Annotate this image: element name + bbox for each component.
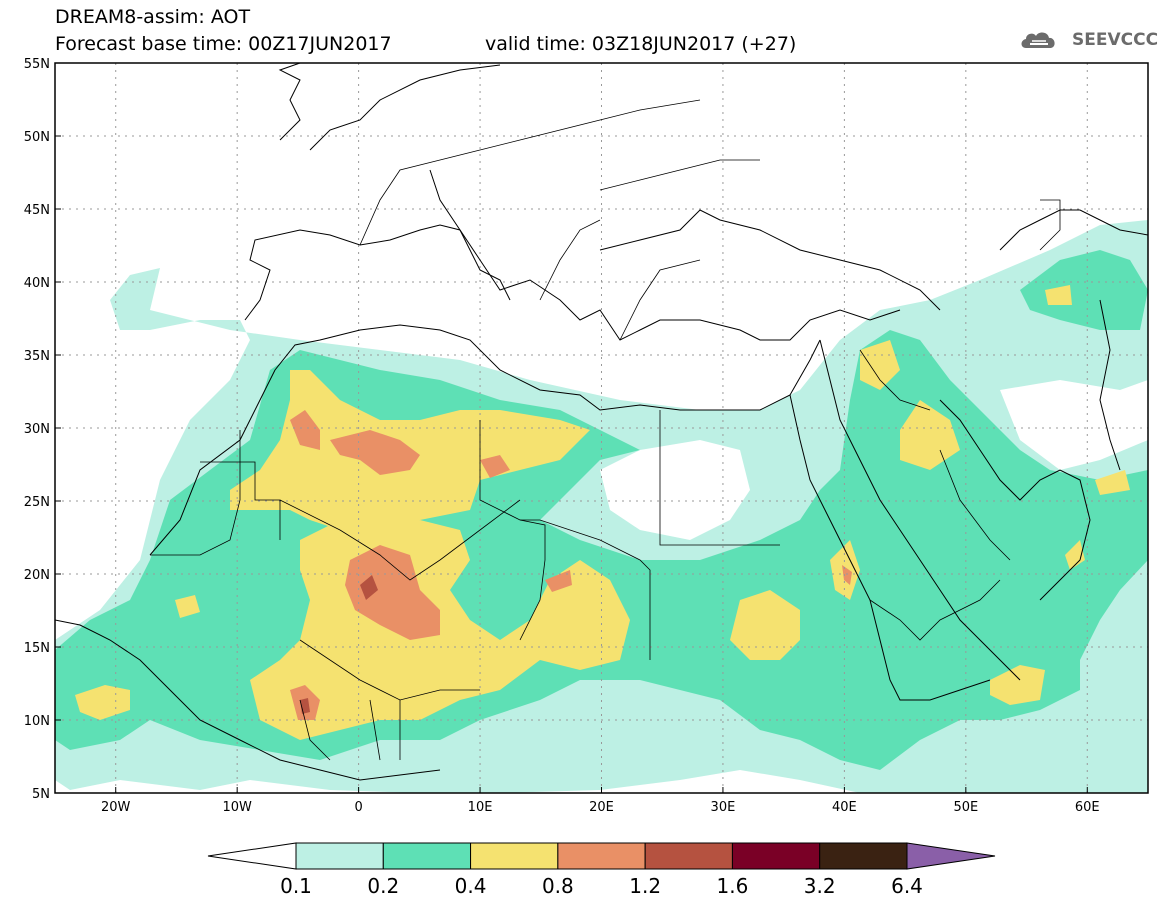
map-title: DREAM8-assim: AOT <box>55 6 251 28</box>
colorbar-high-triangle <box>906 842 996 870</box>
lon-tick-label: 20E <box>589 800 614 815</box>
lon-tick-label: 10E <box>468 800 493 815</box>
lon-tick-label: 20W <box>101 800 131 815</box>
lon-tick-label: 60E <box>1075 800 1100 815</box>
colorbar-level-label: 0.2 <box>367 874 399 898</box>
colorbar: 0.1 0.2 0.4 0.8 1.2 1.6 3.2 6.4 <box>207 842 996 898</box>
aot-level-0.8 <box>290 410 852 720</box>
logo-text: SEEVCCC <box>1072 30 1159 50</box>
colorbar-level-label: 0.4 <box>455 874 487 898</box>
colorbar-swatch <box>731 842 821 870</box>
aot-field <box>55 220 1148 793</box>
colorbar-level-label: 1.6 <box>717 874 749 898</box>
lat-tick-label: 35N <box>24 349 50 364</box>
lat-tick-label: 15N <box>24 641 50 656</box>
lat-tick-label: 40N <box>24 276 50 291</box>
lat-tick-label: 25N <box>24 495 50 510</box>
coastlines <box>55 63 1148 781</box>
lon-tick-label: 10W <box>222 800 252 815</box>
lon-tick-label: 40E <box>832 800 857 815</box>
lat-tick-label: 50N <box>24 130 50 145</box>
aot-clear-areas <box>55 320 1148 540</box>
lat-tick-label: 20N <box>24 568 50 583</box>
lat-tick-label: 45N <box>24 203 50 218</box>
colorbar-swatch <box>819 842 908 870</box>
colorbar-swatch <box>644 842 733 870</box>
lat-tick-label: 10N <box>24 714 50 729</box>
lat-tick-label: 5N <box>32 787 50 802</box>
colorbar-swatch <box>470 842 559 870</box>
colorbar-swatch <box>382 842 472 870</box>
lon-ticks: 20W 10W 0 10E 20E 30E 40E 50E 60E <box>101 787 1100 815</box>
lat-tick-label: 30N <box>24 422 50 437</box>
lon-tick-label: 50E <box>953 800 978 815</box>
colorbar-swatch <box>557 842 646 870</box>
lon-tick-label: 0 <box>354 800 362 815</box>
colorbar-level-label: 6.4 <box>891 874 923 898</box>
country-borders <box>150 99 1061 761</box>
lat-tick-label: 55N <box>24 57 50 72</box>
lon-tick-label: 30E <box>711 800 736 815</box>
colorbar-level-label: 0.1 <box>280 874 312 898</box>
colorbar-level-label: 0.8 <box>542 874 574 898</box>
colorbar-level-label: 3.2 <box>804 874 836 898</box>
valid-time: valid time: 03Z18JUN2017 (+27) <box>485 33 797 55</box>
forecast-base-time: Forecast base time: 00Z17JUN2017 <box>55 33 392 55</box>
colorbar-low-triangle <box>207 842 297 870</box>
colorbar-swatch <box>295 842 384 870</box>
lat-ticks: 55N 50N 45N 40N 35N 30N 25N 20N 15N 10N 5N <box>24 57 61 802</box>
colorbar-level-label: 1.2 <box>629 874 661 898</box>
cloud-icon <box>1021 32 1055 48</box>
